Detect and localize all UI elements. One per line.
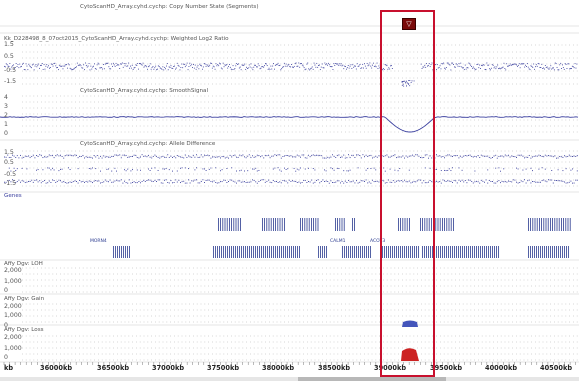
dgv-loss-feature[interactable] xyxy=(401,348,419,361)
segments-track-label: CytoScanHD_Array.cyhd.cychp: Copy Number… xyxy=(80,4,259,10)
smooth-signal-line xyxy=(0,116,579,133)
gain-track-label: Affy Dgv: Gain xyxy=(4,296,45,302)
smooth-tick: 1 xyxy=(4,121,8,128)
ruler-label: 36500kb xyxy=(97,364,130,372)
gene-label-acot3[interactable]: ACOT3 xyxy=(370,238,385,244)
smooth-tick: 2 xyxy=(4,112,8,119)
smooth-tick: 4 xyxy=(4,94,8,101)
allele-tick: 0.5 xyxy=(4,159,14,166)
log2-ratio-deletion-points xyxy=(401,80,415,87)
loss-tick: 0 xyxy=(4,354,8,361)
ruler-label: 36000kb xyxy=(40,364,73,372)
log2-tick: -0.5 xyxy=(4,67,17,74)
log2-tick: 1.5 xyxy=(4,41,14,48)
allele-difference-points xyxy=(4,154,578,184)
horizontal-scrollbar[interactable] xyxy=(0,377,579,381)
selected-region-box[interactable] xyxy=(380,10,435,377)
loss-tick: 2,000 xyxy=(4,334,22,341)
loh-track-label: Affy Dgv: LOH xyxy=(4,261,43,267)
log2-tick: -1.5 xyxy=(4,78,17,85)
loss-track-label: Affy Dgv: Loss xyxy=(4,327,44,333)
ruler-label: kb xyxy=(4,364,14,372)
ruler-label: 40500kb xyxy=(540,364,573,372)
ruler-ticks xyxy=(3,362,576,365)
gain-tick: 0 xyxy=(4,322,8,329)
allele-difference-track-label: CytoScanHD_Array.cyhd.cychp: Allele Diff… xyxy=(80,141,216,147)
log2-tick: 0.5 xyxy=(4,53,14,60)
gene-label-morn4[interactable]: MORN4 xyxy=(90,238,107,244)
scrollbar-thumb[interactable] xyxy=(298,377,446,381)
loh-tick: 1,000 xyxy=(4,278,22,285)
ruler-label: 37000kb xyxy=(152,364,185,372)
track-separators xyxy=(0,25,579,363)
ruler-label: 40000kb xyxy=(485,364,518,372)
gene-row-2[interactable] xyxy=(113,246,569,258)
ruler-label: 39500kb xyxy=(430,364,463,372)
smooth-tick: 0 xyxy=(4,130,8,137)
gene-row-1[interactable] xyxy=(218,218,571,231)
loss-tick: 1,000 xyxy=(4,345,22,352)
log2-ratio-points xyxy=(4,62,578,71)
loh-tick: 0 xyxy=(4,287,8,294)
allele-tick: -1.5 xyxy=(4,180,17,187)
smooth-signal-track-label: CytoScanHD_Array.cyhd.cychp: SmoothSigna… xyxy=(80,88,209,94)
gene-label-calm1[interactable]: CALM1 xyxy=(330,238,346,244)
gain-tick: 2,000 xyxy=(4,303,22,310)
allele-tick: 1.5 xyxy=(4,149,14,156)
dgv-gain-feature[interactable] xyxy=(402,320,418,328)
marker-triangle-icon: ▽ xyxy=(406,20,412,28)
ruler-label: 38000kb xyxy=(262,364,295,372)
allele-tick: -0.5 xyxy=(4,171,17,178)
segment-marker[interactable]: ▽ xyxy=(402,18,416,30)
genes-track-label: Genes xyxy=(4,193,22,199)
gain-tick: 1,000 xyxy=(4,312,22,319)
loh-tick: 2,000 xyxy=(4,267,22,274)
log2-ratio-track-label: Kk_D228498_8_07oct2015_CytoScanHD_Array.… xyxy=(4,36,229,42)
ruler-label: 37500kb xyxy=(207,364,240,372)
ruler-label: 39000kb xyxy=(374,364,407,372)
smooth-tick: 3 xyxy=(4,103,8,110)
ruler-label: 38500kb xyxy=(318,364,351,372)
